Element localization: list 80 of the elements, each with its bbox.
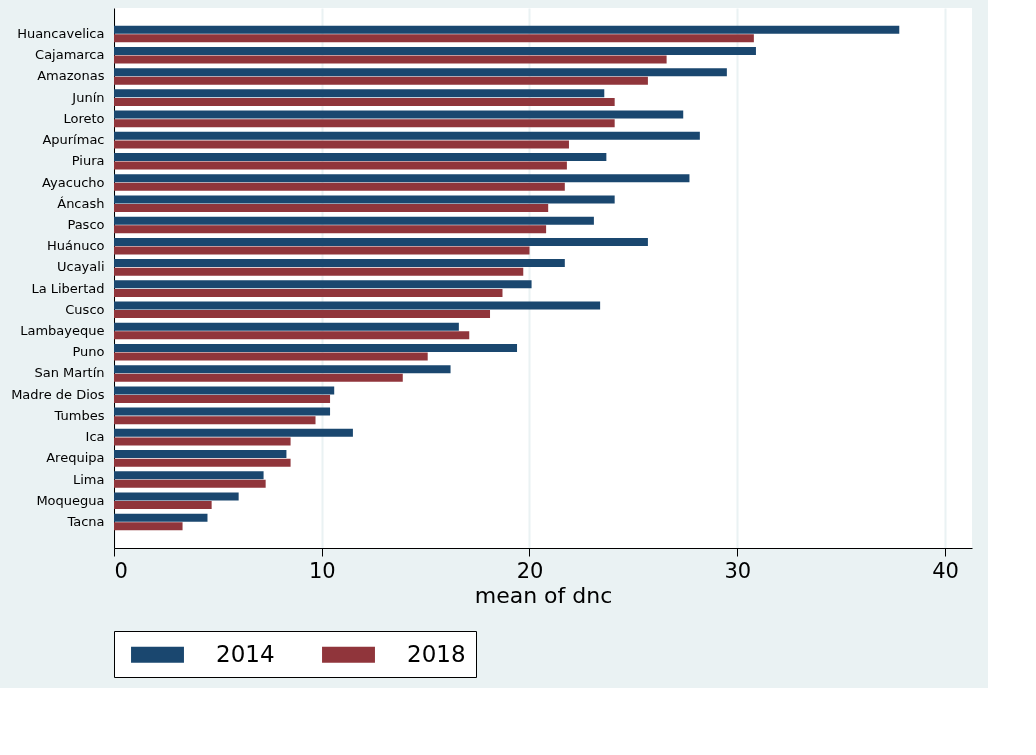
bar bbox=[114, 153, 607, 162]
y-tick-label: Loreto bbox=[63, 110, 105, 126]
y-tick-label: Amazonas bbox=[37, 68, 105, 84]
bar bbox=[114, 68, 727, 77]
bar bbox=[114, 331, 470, 340]
bar bbox=[114, 182, 565, 191]
legend-label: 2014 bbox=[216, 640, 275, 667]
y-tick-label: Lima bbox=[73, 471, 105, 487]
y-tick-label: Junín bbox=[71, 89, 105, 105]
bar bbox=[114, 89, 605, 98]
bar bbox=[114, 246, 530, 255]
bar bbox=[114, 280, 532, 289]
y-tick-label: Ayacucho bbox=[42, 174, 105, 190]
bar bbox=[114, 216, 594, 225]
bar bbox=[114, 195, 615, 204]
bar bbox=[114, 140, 569, 149]
bar bbox=[114, 386, 335, 395]
bar bbox=[114, 343, 518, 352]
bar bbox=[114, 365, 451, 374]
x-axis-title: mean of dnc bbox=[474, 582, 613, 608]
y-tick-label: Ucayali bbox=[56, 259, 105, 275]
bar bbox=[114, 458, 291, 467]
bar bbox=[114, 394, 331, 403]
y-tick-label: Puno bbox=[72, 344, 105, 360]
y-tick-label: Huancavelica bbox=[17, 25, 105, 41]
y-tick-label: Cusco bbox=[65, 301, 105, 317]
bar bbox=[114, 34, 754, 43]
bar bbox=[114, 288, 503, 297]
bar bbox=[114, 501, 212, 510]
bar bbox=[114, 131, 700, 140]
y-tick-label: Madre de Dios bbox=[11, 386, 105, 402]
bar bbox=[114, 76, 648, 85]
y-tick-label: San Martín bbox=[34, 365, 105, 381]
bar bbox=[114, 301, 601, 310]
bar bbox=[114, 267, 524, 276]
bar bbox=[114, 225, 547, 234]
y-tick-label: La Libertad bbox=[31, 280, 105, 296]
y-tick-label: Pasco bbox=[67, 216, 105, 232]
bar bbox=[114, 161, 567, 170]
bar bbox=[114, 46, 756, 55]
bar bbox=[114, 522, 183, 531]
bar bbox=[114, 450, 287, 459]
bar bbox=[114, 513, 208, 522]
bar bbox=[114, 25, 900, 34]
bar bbox=[114, 437, 291, 446]
bar bbox=[114, 407, 331, 416]
bar bbox=[114, 479, 266, 488]
y-tick-label: Arequipa bbox=[46, 450, 105, 466]
y-tick-label: Tumbes bbox=[53, 407, 105, 423]
y-tick-label: Ica bbox=[85, 429, 105, 445]
bar bbox=[114, 204, 549, 213]
bar bbox=[114, 471, 264, 480]
bar bbox=[114, 492, 239, 501]
y-tick-label: Cajamarca bbox=[35, 47, 105, 63]
bar bbox=[114, 110, 684, 119]
bar bbox=[114, 237, 648, 246]
bar bbox=[114, 373, 403, 382]
y-tick-label: Lambayeque bbox=[20, 323, 105, 339]
bar bbox=[114, 428, 353, 437]
legend-label: 2018 bbox=[407, 640, 466, 667]
bar bbox=[114, 310, 491, 319]
y-tick-label: Áncash bbox=[57, 195, 105, 211]
bar bbox=[114, 416, 316, 425]
x-tick-label: 10 bbox=[308, 558, 336, 583]
bar bbox=[114, 55, 667, 64]
x-tick-label: 20 bbox=[516, 558, 544, 583]
bar bbox=[114, 259, 565, 268]
y-tick-label: Tacna bbox=[66, 514, 105, 530]
bar bbox=[114, 322, 459, 331]
y-tick-label: Moquegua bbox=[36, 492, 105, 508]
bar bbox=[114, 174, 690, 183]
y-tick-label: Apurímac bbox=[42, 132, 105, 148]
x-tick-label: 0 bbox=[114, 558, 128, 583]
bar bbox=[114, 119, 615, 128]
y-tick-label: Piura bbox=[71, 153, 105, 169]
bar bbox=[114, 97, 615, 106]
y-tick-label: Huánuco bbox=[46, 238, 105, 254]
x-tick-label: 30 bbox=[724, 558, 752, 583]
bar bbox=[114, 352, 428, 361]
x-tick-label: 40 bbox=[932, 558, 959, 583]
